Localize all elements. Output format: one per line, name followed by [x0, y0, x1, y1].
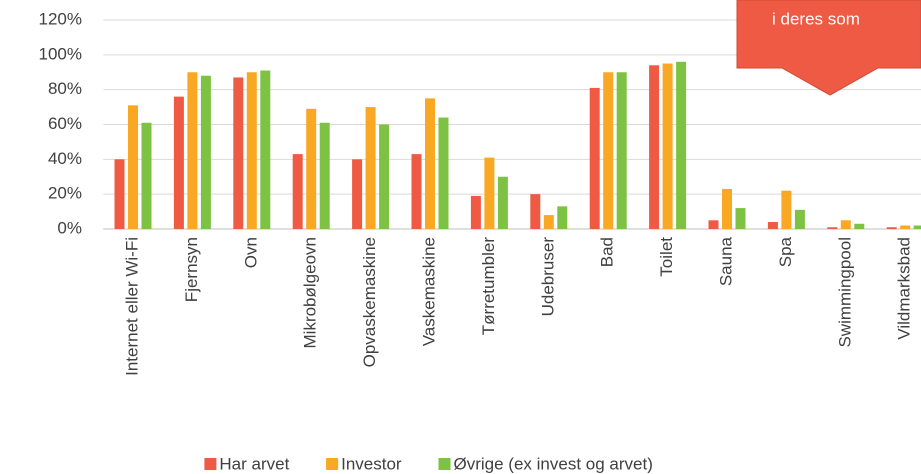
y-tick-label: 40%: [48, 149, 82, 168]
bar: [438, 117, 449, 229]
bar: [246, 72, 257, 229]
y-tick-label: 80%: [48, 79, 82, 98]
bar: [173, 96, 184, 229]
bar: [128, 105, 138, 229]
bar: [200, 75, 211, 229]
callout-text: i deres som: [772, 9, 860, 28]
bar: [589, 87, 600, 229]
bar: [900, 225, 911, 229]
bar: [557, 206, 568, 229]
bar: [735, 208, 746, 229]
bar: [530, 194, 541, 229]
bar: [913, 225, 921, 229]
legend-label: Investor: [341, 454, 402, 473]
x-tick-label: Tørretumbler: [479, 237, 498, 336]
x-tick-label: Toilet: [657, 237, 676, 277]
y-tick-label: 0%: [57, 218, 82, 237]
bar: [854, 223, 865, 229]
bar: [840, 220, 851, 229]
bar: [794, 209, 805, 229]
bar: [484, 157, 495, 229]
x-tick-label: Bad: [598, 237, 617, 267]
x-tick-label: Ovn: [241, 237, 260, 268]
legend-label: Har arvet: [219, 454, 289, 473]
x-tick-label: Mikrobølgeovn: [301, 237, 320, 349]
bar: [603, 72, 614, 229]
bar: [365, 107, 376, 229]
bar: [292, 154, 303, 229]
bar: [470, 195, 481, 229]
bar: [233, 77, 244, 229]
bar: [649, 65, 660, 230]
bar: [319, 122, 330, 229]
y-tick-label: 20%: [48, 184, 82, 203]
legend-swatch: [326, 458, 339, 470]
legend-label: Øvrige (ex invest og arvet): [454, 454, 653, 473]
bar: [497, 176, 508, 229]
bar: [616, 72, 627, 229]
x-tick-label: Spa: [776, 236, 795, 267]
bar: [260, 70, 271, 229]
x-tick-label: Vildmarksbad: [895, 237, 914, 340]
bar: [141, 122, 152, 229]
bar: [379, 124, 390, 229]
x-tick-label: Swimmingpool: [835, 237, 854, 348]
bar: [411, 154, 422, 229]
x-tick-label: Internet eller Wi-Fi: [122, 237, 141, 376]
x-tick-label: Opvaskemaskine: [360, 237, 379, 367]
bar: [352, 159, 363, 229]
bar: [781, 190, 792, 229]
y-tick-label: 60%: [48, 114, 82, 133]
plot-area: 0% 20% 40% 60% 80% 100% 120% Internet eller Wi-…: [39, 9, 921, 376]
bar: [767, 222, 778, 229]
bar: [425, 98, 435, 229]
bar: [187, 72, 198, 229]
x-tick-label: Vaskemaskine: [419, 237, 438, 346]
bar: [543, 215, 554, 229]
y-tick-label: 100%: [39, 44, 82, 63]
bar: [886, 227, 897, 229]
callout: [736, 0, 921, 96]
bar: [114, 159, 125, 229]
bar: [708, 220, 719, 229]
legend-swatch: [204, 458, 217, 470]
y-tick-label: 120%: [39, 9, 82, 28]
x-tick-label: Udebruser: [538, 237, 557, 317]
bar: [306, 108, 317, 229]
bar: [662, 63, 673, 229]
bar: [676, 61, 687, 229]
bar: [722, 188, 732, 229]
x-tick-label: Sauna: [716, 236, 735, 286]
x-tick-label: Fjernsyn: [182, 237, 201, 302]
legend-swatch: [438, 458, 451, 470]
bar: [827, 227, 838, 229]
